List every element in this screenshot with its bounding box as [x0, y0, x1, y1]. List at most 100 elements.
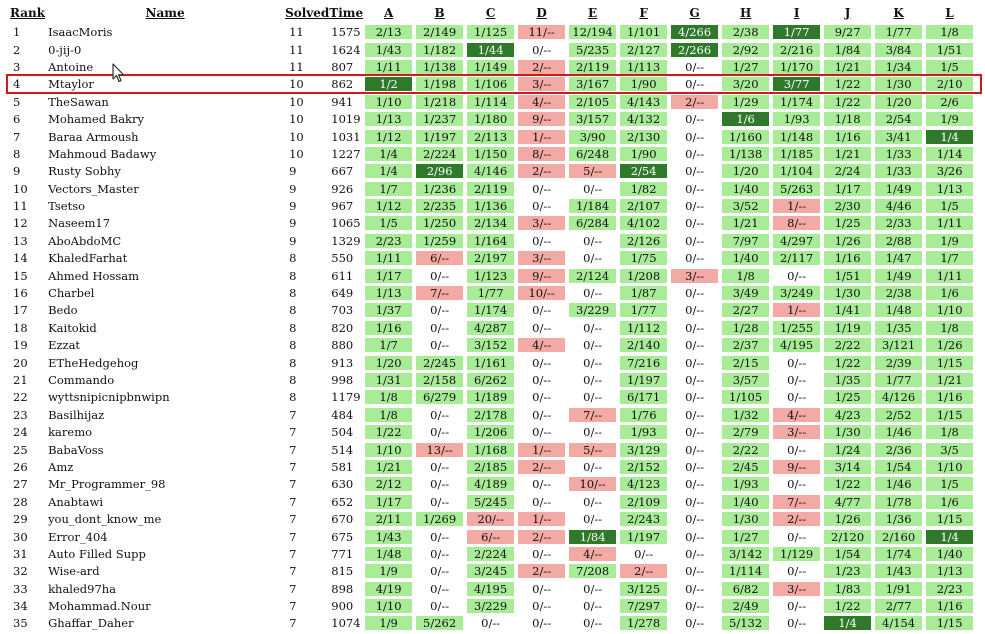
problem-cell-b[interactable]: 13/-- — [414, 442, 465, 457]
problem-cell-j[interactable]: 1/16 — [822, 129, 873, 144]
problem-cell-l[interactable]: 1/15 — [924, 616, 975, 631]
problem-cell-e[interactable]: 0/-- — [567, 512, 618, 526]
table-row[interactable]: 28 Anabtawi 7 652 1/17 0/-- 5/245 0/-- 0/-- 2/109… — [4, 494, 975, 509]
problem-cell-d[interactable]: 0/-- — [516, 408, 567, 422]
problem-cell-c[interactable]: 4/146 — [465, 164, 516, 179]
table-row[interactable]: 10 Vectors_Master 9 926 1/7 1/236 2/119 0/-- 0/-… — [4, 181, 975, 196]
problem-cell-g[interactable]: 3/-- — [669, 268, 720, 283]
table-row[interactable]: 6 Mohamed Bakry 10 1019 1/13 1/237 1/180 9/-- 3/… — [4, 112, 975, 127]
problem-cell-k[interactable]: 1/43 — [873, 564, 924, 579]
problem-cell-g[interactable]: 0/-- — [669, 216, 720, 230]
problem-cell-j[interactable]: 1/18 — [822, 112, 873, 127]
problem-cell-j[interactable]: 1/22 — [822, 77, 873, 92]
problem-cell-h[interactable]: 1/138 — [720, 146, 771, 161]
problem-cell-l[interactable]: 1/15 — [924, 407, 975, 422]
problem-cell-c[interactable]: 3/152 — [465, 338, 516, 353]
problem-cell-g[interactable]: 2/266 — [669, 42, 720, 57]
problem-cell-a[interactable]: 2/11 — [363, 512, 414, 527]
problem-cell-i[interactable]: 0/-- — [771, 268, 822, 283]
problem-cell-j[interactable]: 1/16 — [822, 251, 873, 266]
table-row[interactable]: 23 Basilhijaz 7 484 1/8 0/-- 2/178 0/-- 7/-- 1/76… — [4, 407, 975, 422]
problem-cell-g[interactable]: 0/-- — [669, 460, 720, 474]
problem-cell-i[interactable]: 1/104 — [771, 164, 822, 179]
problem-cell-a[interactable]: 1/48 — [363, 546, 414, 561]
problem-cell-h[interactable]: 1/27 — [720, 529, 771, 544]
problem-cell-a[interactable]: 1/9 — [363, 616, 414, 631]
problem-cell-k[interactable]: 4/126 — [873, 390, 924, 405]
problem-cell-h[interactable]: 1/21 — [720, 216, 771, 231]
problem-cell-j[interactable]: 1/51 — [822, 268, 873, 283]
problem-cell-h[interactable]: 2/38 — [720, 25, 771, 40]
problem-cell-h[interactable]: 3/49 — [720, 286, 771, 301]
problem-cell-b[interactable]: 0/-- — [414, 564, 465, 578]
problem-cell-f[interactable]: 2/109 — [618, 494, 669, 509]
problem-cell-a[interactable]: 2/23 — [363, 233, 414, 248]
problem-cell-a[interactable]: 1/5 — [363, 216, 414, 231]
problem-cell-b[interactable]: 1/218 — [414, 94, 465, 109]
problem-cell-g[interactable]: 0/-- — [669, 60, 720, 74]
problem-cell-b[interactable]: 2/235 — [414, 199, 465, 214]
problem-cell-a[interactable]: 1/13 — [363, 112, 414, 127]
table-row[interactable]: 21 Commando 8 998 1/31 2/158 6/262 0/-- 0/-- 1/19… — [4, 373, 975, 387]
problem-cell-a[interactable]: 4/19 — [363, 581, 414, 596]
table-row[interactable]: 12 Naseem17 9 1065 1/5 1/250 2/134 3/-- 6/284 4/1… — [4, 216, 975, 231]
problem-cell-a[interactable]: 1/8 — [363, 407, 414, 422]
problem-cell-k[interactable]: 1/54 — [873, 459, 924, 474]
problem-cell-f[interactable]: 3/129 — [618, 442, 669, 457]
problem-cell-j[interactable]: 1/26 — [822, 512, 873, 527]
problem-cell-h[interactable]: 2/49 — [720, 599, 771, 614]
problem-cell-b[interactable]: 5/262 — [414, 616, 465, 631]
problem-cell-k[interactable]: 1/36 — [873, 512, 924, 527]
time-header[interactable]: Time — [329, 5, 364, 20]
problem-cell-b[interactable]: 0/-- — [414, 529, 465, 544]
problem-cell-g[interactable]: 0/-- — [669, 303, 720, 317]
problem-cell-f[interactable]: 1/113 — [618, 59, 669, 74]
problem-cell-k[interactable]: 2/52 — [873, 407, 924, 422]
problem-cell-a[interactable]: 1/12 — [363, 199, 414, 214]
problem-cell-a[interactable]: 1/10 — [363, 94, 414, 109]
problem-cell-l[interactable]: 1/14 — [924, 146, 975, 161]
problem-cell-d[interactable]: 0/-- — [516, 599, 567, 613]
problem-cell-f[interactable]: 2/243 — [618, 512, 669, 527]
problem-cell-k[interactable]: 1/33 — [873, 164, 924, 179]
problem-cell-h[interactable]: 1/29 — [720, 94, 771, 109]
problem-cell-d[interactable]: 1/-- — [516, 512, 567, 527]
problem-cell-e[interactable]: 7/208 — [567, 564, 618, 579]
problem-cell-j[interactable]: 1/4 — [822, 616, 873, 631]
problem-cell-g[interactable]: 0/-- — [669, 77, 720, 91]
problem-cell-d[interactable]: 0/-- — [516, 321, 567, 335]
problem-cell-j[interactable]: 2/22 — [822, 338, 873, 353]
problem-cell-d[interactable]: 0/-- — [516, 477, 567, 491]
problem-cell-c[interactable]: 1/150 — [465, 146, 516, 161]
problem-cell-g[interactable]: 0/-- — [669, 547, 720, 561]
problem-cell-d[interactable]: 4/-- — [516, 94, 567, 109]
problem-cell-k[interactable]: 1/77 — [873, 373, 924, 387]
problem-cell-h[interactable]: 7/97 — [720, 233, 771, 248]
problem-cell-k[interactable]: 1/46 — [873, 425, 924, 440]
problem-cell-e[interactable]: 2/124 — [567, 268, 618, 283]
problem-cell-l[interactable]: 1/9 — [924, 112, 975, 127]
problem-cell-j[interactable]: 1/22 — [822, 94, 873, 109]
problem-cell-i[interactable]: 2/117 — [771, 251, 822, 266]
problem-cell-d[interactable]: 11/-- — [516, 25, 567, 40]
problem-cell-c[interactable]: 1/206 — [465, 425, 516, 440]
problem-cell-g[interactable]: 0/-- — [669, 112, 720, 126]
problem-cell-l[interactable]: 1/40 — [924, 546, 975, 561]
problem-cell-f[interactable]: 2/54 — [618, 164, 669, 179]
table-row[interactable]: 14 KhaledFarhat 8 550 1/11 6/-- 2/197 3/-- 0/-- 1… — [4, 251, 975, 266]
problem-cell-k[interactable]: 1/74 — [873, 546, 924, 561]
problem-cell-i[interactable]: 0/-- — [771, 599, 822, 613]
table-row[interactable]: 31 Auto Filled Supp 7 771 1/48 0/-- 2/224 0/-- 4… — [4, 546, 975, 561]
table-row[interactable]: 18 Kaitokid 8 820 1/16 0/-- 4/287 0/-- 0/-- 1/112… — [4, 320, 975, 335]
problem-cell-e[interactable]: 7/-- — [567, 407, 618, 422]
problem-cell-k[interactable]: 1/49 — [873, 181, 924, 196]
problem-cell-e[interactable]: 0/-- — [567, 582, 618, 596]
problem-cell-g[interactable]: 4/266 — [669, 25, 720, 40]
problem-cell-g[interactable]: 0/-- — [669, 234, 720, 248]
problem-cell-j[interactable]: 1/35 — [822, 373, 873, 387]
problem-cell-e[interactable]: 3/90 — [567, 129, 618, 144]
problem-cell-d[interactable]: 3/-- — [516, 216, 567, 231]
problem-header-f[interactable]: F — [639, 5, 648, 20]
problem-cell-h[interactable]: 1/32 — [720, 407, 771, 422]
problem-cell-d[interactable]: 9/-- — [516, 268, 567, 283]
